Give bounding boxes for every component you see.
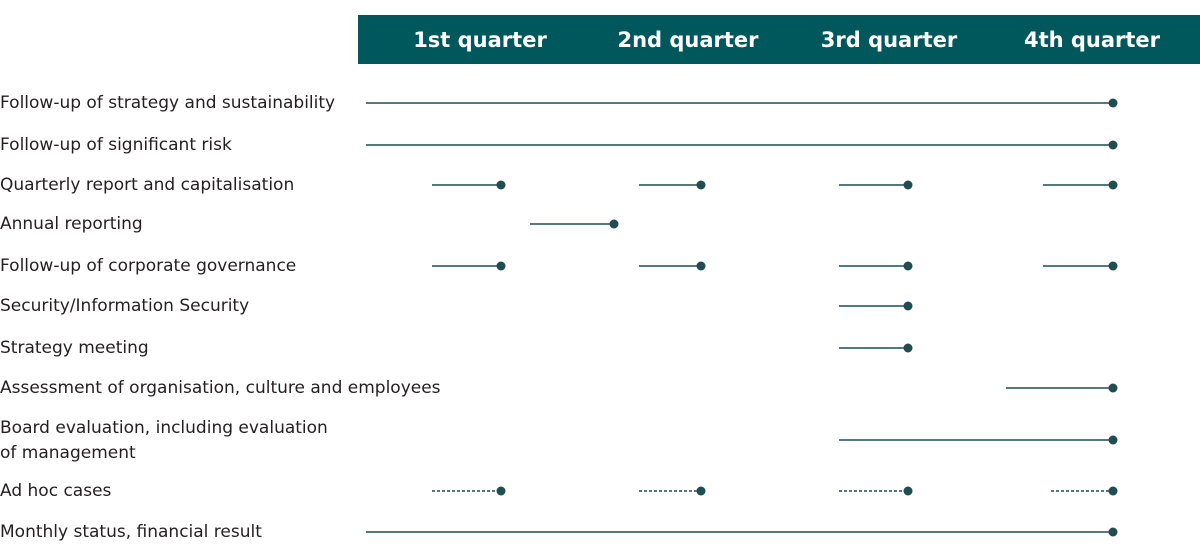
milestone (903, 301, 913, 311)
row-label: Strategy meeting (0, 338, 149, 358)
row-label: Annual reporting (0, 214, 143, 234)
milestone (903, 261, 913, 271)
quarter-label: 2nd quarter (617, 28, 759, 52)
milestone (1108, 383, 1118, 393)
header-bar (358, 15, 1200, 64)
quarter-label: 1st quarter (413, 28, 547, 52)
milestone (1108, 486, 1118, 496)
quarter-label: 3rd quarter (821, 28, 958, 52)
row-label: Follow-up of significant risk (0, 135, 232, 155)
milestone (696, 486, 706, 496)
milestone (496, 261, 506, 271)
row-label: of management (0, 443, 136, 463)
milestone (1108, 180, 1118, 190)
milestone (903, 343, 913, 353)
milestone (1108, 261, 1118, 271)
milestone (696, 180, 706, 190)
timeline-segments (366, 98, 1118, 537)
milestone (903, 180, 913, 190)
milestone (609, 219, 619, 229)
row-label: Monthly status, financial result (0, 522, 262, 542)
row-label: Security/Information Security (0, 296, 249, 316)
row-labels: Follow-up of strategy and sustainability… (0, 93, 441, 542)
milestone (1108, 527, 1118, 537)
quarter-label: 4th quarter (1024, 28, 1161, 52)
row-label: Board evaluation, including evaluation (0, 418, 328, 438)
milestone (1108, 435, 1118, 445)
milestone (903, 486, 913, 496)
row-label: Follow-up of strategy and sustainability (0, 93, 335, 113)
row-label: Assessment of organisation, culture and … (0, 378, 441, 398)
row-label: Quarterly report and capitalisation (0, 175, 294, 195)
row-label: Follow-up of corporate governance (0, 256, 296, 276)
milestone (1108, 140, 1118, 150)
milestone (496, 180, 506, 190)
milestone (496, 486, 506, 496)
row-label: Ad hoc cases (0, 481, 112, 501)
milestone (1108, 98, 1118, 108)
milestone (696, 261, 706, 271)
